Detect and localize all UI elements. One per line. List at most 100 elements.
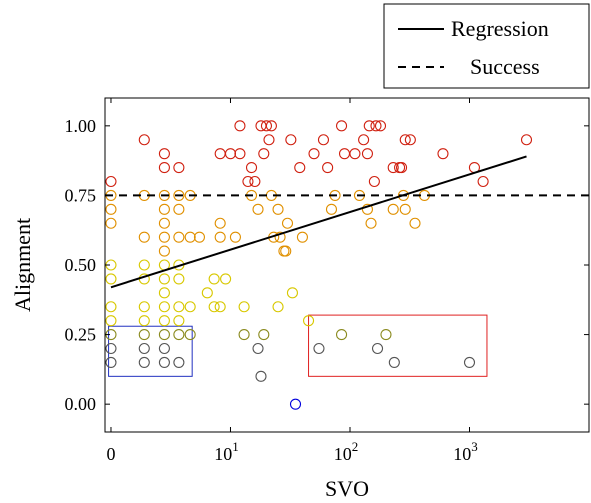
data-point [252,342,264,355]
data-point [105,342,117,355]
data-point [336,120,348,132]
data-point [234,120,246,132]
y-tick-label: 1.00 [65,116,97,136]
legend-label-regression: Regression [451,16,549,41]
data-point [245,162,258,174]
legend-box [383,3,590,89]
data-point [105,175,117,188]
data-point [158,356,170,368]
data-point [477,175,489,188]
y-axis-label: Alignment [10,218,35,312]
data-points [105,120,533,410]
data-point [201,287,213,299]
data-point [370,120,382,132]
data-point [173,203,185,215]
data-point [138,342,150,355]
data-point [260,120,273,132]
data-point [158,287,170,299]
data-point [220,273,232,285]
data-point [249,175,261,188]
data-point [265,120,277,132]
data-point [138,231,150,243]
data-point [105,301,117,313]
x-tick-label: 103 [453,439,478,464]
highlight-box-0 [108,325,193,377]
data-point [173,189,185,201]
data-point [234,148,246,160]
data-point [229,231,241,243]
data-point [263,134,275,146]
data-point [388,356,400,368]
data-point [289,398,302,410]
data-point [214,148,226,160]
data-point [404,134,416,146]
data-point [138,301,150,313]
data-point [252,203,264,215]
data-point [158,342,170,355]
data-point [138,134,150,146]
data-point [313,342,325,355]
data-point [258,329,270,341]
data-point [272,203,284,215]
data-point [158,217,170,229]
x-tick-label: 0 [106,444,115,464]
y-tick-label: 0.50 [65,255,97,275]
data-point [173,273,185,285]
data-point [158,148,170,160]
data-point [158,315,170,327]
data-point [158,231,170,243]
x-tick-exponent: 2 [352,439,359,454]
data-point [238,329,250,341]
data-point [138,259,150,271]
data-point [397,189,409,201]
data-point [238,301,250,313]
data-point [184,329,196,341]
y-tick-label: 0.75 [65,185,97,205]
data-point [105,217,117,229]
data-point [387,203,399,215]
data-point [173,315,185,327]
data-point [173,231,185,243]
data-point [255,370,267,382]
data-point [158,203,170,215]
data-point [184,301,196,313]
legend-label-success: Success [470,54,540,79]
data-point [368,175,380,188]
data-point [308,148,320,160]
data-point [138,356,150,368]
data-point [463,356,476,368]
data-point [358,134,370,146]
data-point [105,203,117,215]
data-point [302,315,315,327]
data-point [193,231,206,243]
x-axis-label: SVO [325,476,369,501]
regression-line [110,155,527,289]
data-point [214,301,226,313]
data-point [105,356,117,368]
data-point [286,287,298,299]
data-point [224,148,237,160]
data-point [322,162,334,174]
data-point [105,273,117,285]
data-point [374,120,387,132]
x-tick-label: 102 [334,439,359,464]
plot-frame [104,97,590,433]
data-point [173,356,185,368]
data-point [281,217,294,229]
data-point [294,162,306,174]
data-point [158,245,170,257]
data-point [158,162,170,174]
data-point [361,148,374,160]
y-tick-label: 0.25 [65,325,97,345]
data-point [395,162,408,174]
data-point [158,273,170,285]
data-point [409,217,421,229]
x-tick-label: 101 [214,439,239,464]
highlight-box-1 [308,314,488,377]
data-point [363,120,375,132]
tick-labels: 0.00 0.25 0.50 0.75 1.00 0 101 102 103 [65,116,478,464]
data-point [361,203,374,215]
data-point [208,273,220,285]
data-point [158,329,170,341]
